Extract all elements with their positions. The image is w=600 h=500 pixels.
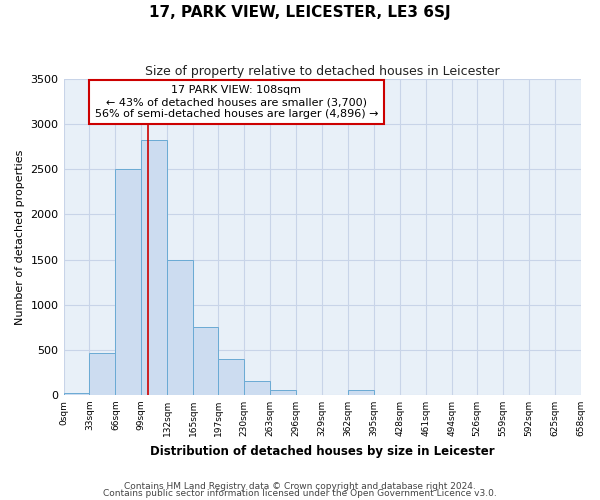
Bar xyxy=(270,390,296,395)
Text: 17 PARK VIEW: 108sqm
← 43% of detached houses are smaller (3,700)
56% of semi-de: 17 PARK VIEW: 108sqm ← 43% of detached h… xyxy=(95,86,378,118)
Bar xyxy=(193,328,218,395)
Text: 17, PARK VIEW, LEICESTER, LE3 6SJ: 17, PARK VIEW, LEICESTER, LE3 6SJ xyxy=(149,5,451,20)
X-axis label: Distribution of detached houses by size in Leicester: Distribution of detached houses by size … xyxy=(150,444,494,458)
Bar xyxy=(244,381,270,395)
Bar xyxy=(89,352,115,395)
Text: Contains HM Land Registry data © Crown copyright and database right 2024.: Contains HM Land Registry data © Crown c… xyxy=(124,482,476,491)
Text: Contains public sector information licensed under the Open Government Licence v3: Contains public sector information licen… xyxy=(103,489,497,498)
Bar xyxy=(64,393,89,395)
Bar xyxy=(167,260,193,395)
Bar xyxy=(115,170,142,395)
Bar xyxy=(218,359,244,395)
Bar xyxy=(348,390,374,395)
Y-axis label: Number of detached properties: Number of detached properties xyxy=(15,150,25,324)
Title: Size of property relative to detached houses in Leicester: Size of property relative to detached ho… xyxy=(145,65,499,78)
Bar xyxy=(142,140,167,395)
